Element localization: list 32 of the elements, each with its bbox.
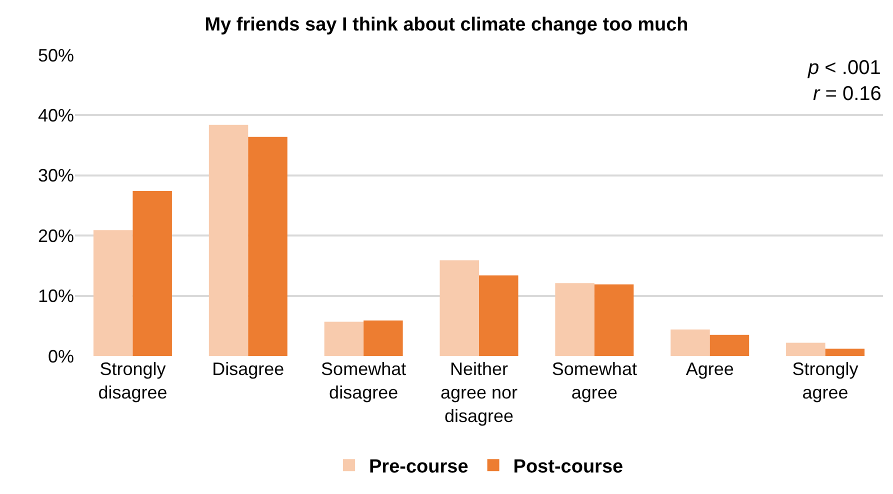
y-tick-label: 40% [38,106,74,126]
bar [132,191,172,356]
x-tick-label: Agree [686,359,734,379]
y-tick-label: 50% [38,45,74,66]
annotation: p < .001 [807,57,881,79]
bar [93,230,133,356]
bar [479,275,518,356]
bar [710,334,750,356]
y-tick-label: 10% [38,286,74,306]
x-tick-label: Disagree [212,359,284,379]
bar [594,284,634,356]
chart-title: My friends say I think about climate change too much [204,14,688,36]
y-tick-label: 20% [38,226,74,246]
legend-label: Post-course [513,456,624,478]
y-tick-label: 30% [38,166,74,186]
bar [364,320,403,356]
x-tick-label: Strongly disagree [98,359,168,402]
y-tick-label: 0% [48,346,74,366]
bar [440,260,479,356]
bar [208,124,248,356]
x-tick-label: Strongly agree [792,359,858,402]
bar [248,136,288,356]
bar [555,283,594,356]
x-tick-label: Neither agree nor disagree [440,359,518,426]
bar [324,322,364,356]
bar [786,342,826,356]
legend-label: Pre-course [369,456,468,478]
bar [670,330,710,356]
bar [825,348,865,356]
x-tick-label: Somewhat disagree [321,359,406,402]
annotation: r = 0.16 [813,83,882,105]
x-tick-label: Somewhat agree [552,359,637,402]
